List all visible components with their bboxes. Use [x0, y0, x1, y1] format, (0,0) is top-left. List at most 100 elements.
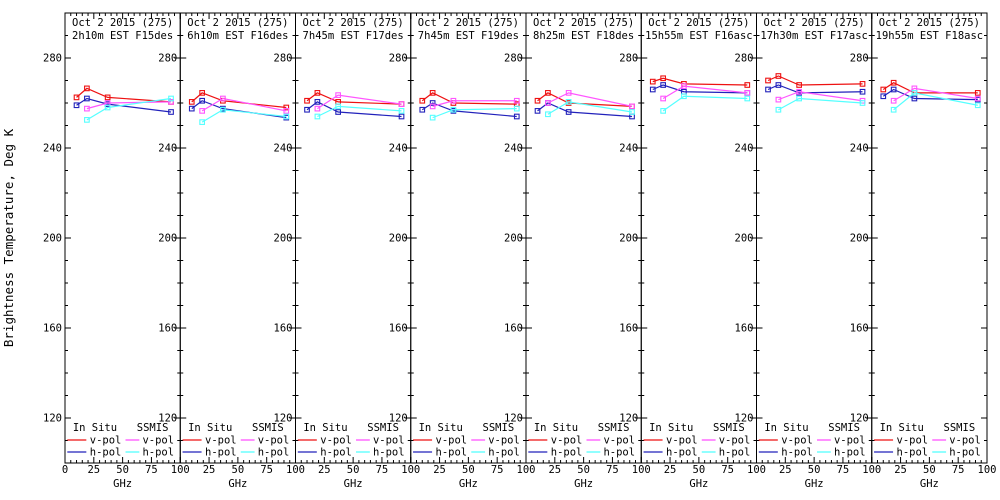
x-tick-label: 75 — [721, 464, 734, 476]
data-point-in_situ_v — [775, 73, 782, 79]
x-tick-label: 75 — [260, 464, 273, 476]
series-line-in_situ_h — [421, 102, 517, 118]
data-point-ssmis_h — [775, 106, 782, 113]
data-point-ssmis_h — [796, 95, 802, 102]
x-tick-label: 50 — [808, 464, 821, 476]
panel-8: 120 160 200 240 280 25 50 75 100 GHz Oct 2 2015 (2… — [850, 12, 996, 490]
data-point-ssmis_h — [283, 113, 290, 120]
series-line-in_situ_v — [767, 75, 863, 86]
panel-title-pass: 15h55m EST F16asc — [645, 30, 752, 42]
legend-entry-label: v-pol — [436, 435, 468, 447]
data-point-in_situ_h — [398, 113, 405, 120]
legend-entry-label: h-pol — [949, 447, 981, 459]
data-point-ssmis_h — [744, 95, 751, 102]
y-tick-label: 280 — [274, 53, 293, 65]
y-tick-label: 240 — [504, 143, 523, 155]
panel-1: 120 160 200 240 280 0 25 50 75 100 GHz Oct 2 2015 (… — [43, 12, 190, 490]
x-tick-label: 75 — [491, 464, 504, 476]
series-line-ssmis_v — [201, 97, 287, 112]
x-tick-label: 25 — [779, 464, 792, 476]
data-point-ssmis_v — [283, 108, 290, 114]
legend-entry-label: h-pol — [142, 447, 174, 459]
data-point-ssmis_v — [565, 90, 572, 96]
data-point-in_situ_v — [890, 79, 897, 86]
x-tick-label: 75 — [376, 464, 389, 476]
y-tick-label: 240 — [619, 143, 638, 155]
legend-entry-label: v-pol — [781, 435, 813, 447]
series-line-ssmis_v — [778, 91, 863, 102]
series-line-ssmis_v — [547, 92, 633, 107]
panel-title-date: Oct 2 2015 (275) — [648, 17, 749, 29]
series-line-in_situ_v — [191, 92, 287, 109]
data-point-in_situ_v — [545, 90, 551, 96]
y-tick-label: 160 — [504, 323, 523, 335]
x-tick-label: 50 — [116, 464, 129, 476]
y-tick-label: 120 — [158, 413, 177, 425]
legend-group-label: In Situ — [880, 422, 924, 434]
x-axis-unit: GHz — [228, 478, 247, 490]
series-line-ssmis_h — [547, 101, 633, 115]
data-point-ssmis_h — [911, 90, 918, 96]
x-tick-label: 100 — [401, 464, 420, 476]
y-tick-label: 240 — [735, 143, 754, 155]
panel-title-pass: 7h45m EST F19des — [418, 30, 519, 42]
x-tick-label: 25 — [433, 464, 446, 476]
legend-group-label: SSMIS — [252, 422, 284, 434]
data-point-ssmis_h — [84, 117, 90, 123]
y-tick-label: 240 — [389, 143, 408, 155]
series-line-ssmis_v — [86, 101, 172, 110]
x-axis-unit: GHz — [344, 478, 363, 490]
data-point-ssmis_h — [314, 113, 321, 120]
legend-entry-label: v-pol — [373, 435, 405, 447]
legend-entry-label: v-pol — [949, 435, 981, 447]
data-point-in_situ_v — [304, 97, 310, 104]
y-tick-label: 200 — [619, 233, 638, 245]
x-tick-label: 25 — [318, 464, 331, 476]
data-point-in_situ_h — [765, 86, 771, 93]
y-tick-label: 160 — [274, 323, 293, 335]
x-tick-label: 50 — [232, 464, 245, 476]
data-point-in_situ_v — [744, 82, 751, 88]
y-tick-label: 280 — [389, 53, 408, 65]
legend-group-label: SSMIS — [944, 422, 976, 434]
y-tick-label: 160 — [158, 323, 177, 335]
data-point-in_situ_h — [314, 99, 321, 105]
data-point-in_situ_v — [534, 97, 541, 104]
legend-group-label: SSMIS — [137, 422, 169, 434]
legend-entry-label: h-pol — [258, 447, 290, 459]
data-point-in_situ_h — [859, 88, 866, 95]
legend-group-label: SSMIS — [828, 422, 860, 434]
series-line-ssmis_h — [317, 105, 402, 118]
legend-entry-label: v-pol — [603, 435, 635, 447]
legend-entry-label: h-pol — [551, 447, 583, 459]
legend-entry-label: h-pol — [320, 447, 352, 459]
panel-title-pass: 17h30m EST F17asc — [760, 30, 867, 42]
data-point-in_situ_h — [419, 106, 426, 113]
data-point-in_situ_h — [168, 109, 174, 115]
series-line-in_situ_h — [652, 84, 748, 94]
data-point-ssmis_h — [220, 106, 226, 113]
y-tick-label: 200 — [850, 233, 869, 245]
panel-title-pass: 7h45m EST F17des — [303, 30, 404, 42]
series-line-ssmis_h — [201, 109, 287, 123]
legend-entry-label: h-pol — [205, 447, 237, 459]
legend-entry-label: h-pol — [603, 447, 635, 459]
x-tick-label: 100 — [517, 464, 536, 476]
data-point-ssmis_v — [660, 95, 666, 102]
series-line-ssmis_h — [432, 108, 517, 119]
data-point-ssmis_h — [974, 102, 981, 109]
panel-title-date: Oct 2 2015 (275) — [764, 17, 865, 29]
series-line-in_situ_v — [306, 92, 402, 105]
y-tick-label: 120 — [389, 413, 408, 425]
y-tick-label: 120 — [43, 413, 62, 425]
data-point-in_situ_h — [84, 95, 90, 102]
y-tick-label: 160 — [850, 323, 869, 335]
data-point-in_situ_v — [974, 90, 981, 96]
legend-group-label: In Situ — [73, 422, 117, 434]
x-axis-unit: GHz — [805, 478, 824, 490]
data-point-in_situ_v — [649, 78, 656, 85]
data-point-ssmis_h — [450, 106, 457, 113]
y-tick-label: 280 — [735, 53, 754, 65]
legend-entry-label: h-pol — [781, 447, 813, 459]
